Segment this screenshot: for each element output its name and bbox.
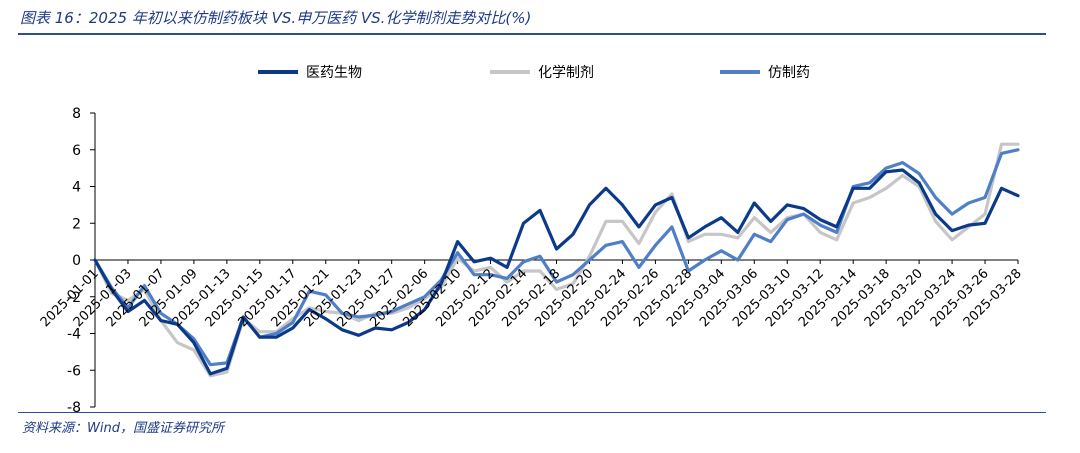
y-tick-label: -6 bbox=[67, 363, 81, 379]
y-tick-label: 4 bbox=[72, 180, 81, 196]
y-tick-label: 8 bbox=[72, 106, 81, 122]
y-tick-label: -8 bbox=[67, 400, 81, 416]
series-line bbox=[93, 168, 1020, 376]
footer-rule bbox=[18, 412, 1046, 413]
title-rule bbox=[18, 33, 1046, 35]
series-line bbox=[93, 148, 1020, 367]
legend: 医药生物 化学制剂 仿制药 bbox=[258, 65, 810, 81]
x-axis bbox=[94, 259, 1019, 264]
legend-label: 仿制药 bbox=[768, 65, 810, 81]
y-tick-label: -4 bbox=[67, 327, 81, 343]
figure-title: 图表 16：2025 年初以来仿制药板块 VS.申万医药 VS.化学制剂走势对比… bbox=[20, 9, 532, 27]
y-tick-label: 6 bbox=[72, 143, 81, 159]
y-tick-label: 2 bbox=[72, 216, 81, 232]
legend-label: 医药生物 bbox=[306, 65, 362, 81]
y-axis: -8 -6 -4 -2 0 2 4 6 8 bbox=[67, 106, 96, 416]
y-tick-label: -2 bbox=[67, 290, 81, 306]
legend-label: 化学制剂 bbox=[538, 65, 594, 81]
source-note: 资料来源：Wind，国盛证券研究所 bbox=[22, 421, 224, 436]
series-lines bbox=[93, 142, 1020, 378]
y-tick-label: 0 bbox=[72, 253, 81, 269]
